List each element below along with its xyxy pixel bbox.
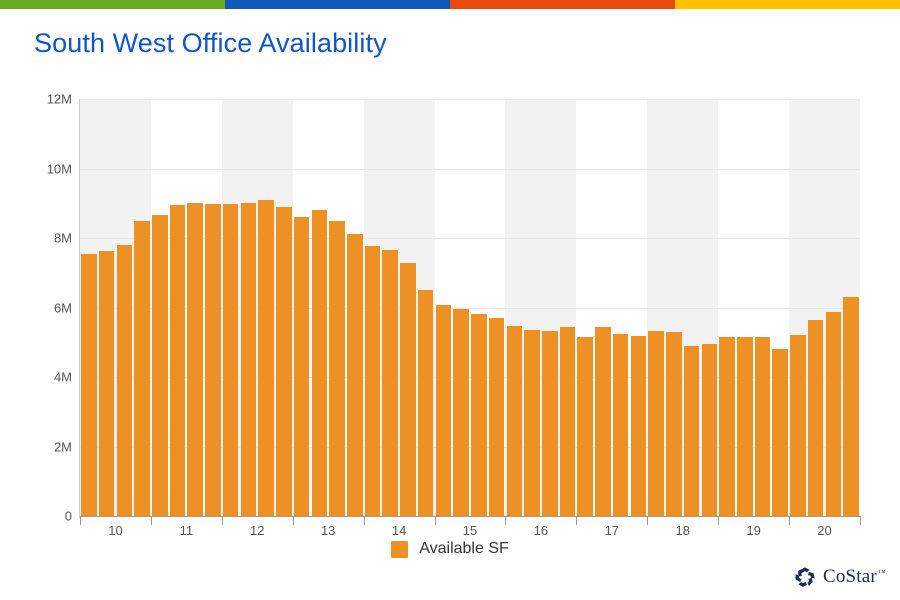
bar[interactable] — [577, 337, 594, 516]
x-axis-tick-label: 10 — [108, 523, 123, 538]
ribbon-segment-green — [0, 0, 225, 9]
x-axis-tick — [860, 517, 861, 525]
bar[interactable] — [205, 203, 221, 516]
bar[interactable] — [648, 331, 664, 516]
bar[interactable] — [790, 335, 806, 516]
x-axis-tick — [505, 517, 507, 525]
y-axis-tick-label: 10M — [46, 161, 72, 176]
bar[interactable] — [98, 251, 115, 516]
x-axis-tick — [718, 517, 720, 525]
bar[interactable] — [719, 336, 735, 516]
x-axis-tick-label: 20 — [817, 523, 832, 538]
legend-swatch-available-sf — [391, 540, 409, 558]
bar[interactable] — [417, 290, 434, 516]
ribbon-segment-blue — [225, 0, 450, 9]
bar[interactable] — [701, 343, 718, 516]
x-axis-tick — [647, 517, 649, 525]
bar[interactable] — [258, 199, 274, 516]
bar[interactable] — [400, 263, 416, 516]
top-color-ribbon — [0, 0, 900, 9]
bar[interactable] — [435, 305, 452, 516]
x-axis-tick — [363, 517, 365, 525]
gridline — [80, 99, 860, 100]
bar[interactable] — [807, 320, 824, 516]
bar[interactable] — [169, 205, 186, 516]
x-axis-tick-label: 12 — [250, 523, 265, 538]
bar[interactable] — [276, 206, 292, 516]
y-axis-tick-label: 2M — [53, 439, 72, 454]
bar[interactable] — [222, 203, 239, 516]
y-axis-line — [79, 99, 80, 518]
bar[interactable] — [134, 220, 150, 516]
gridline — [80, 307, 860, 309]
x-axis-tick-label: 13 — [320, 523, 336, 538]
plot-area — [80, 99, 860, 517]
bar[interactable] — [364, 245, 381, 516]
legend-label-available-sf: Available SF — [419, 540, 509, 557]
x-axis-tick — [80, 517, 81, 525]
bar[interactable] — [506, 325, 523, 516]
x-axis-tick — [576, 517, 578, 525]
x-axis-tick — [789, 517, 791, 525]
costar-word-text: CoStar — [822, 566, 877, 587]
x-axis-tick-label: 19 — [746, 523, 761, 538]
costar-trademark: ™ — [877, 567, 886, 577]
x-axis-line — [80, 516, 861, 517]
bar[interactable] — [754, 336, 771, 516]
bar[interactable] — [630, 336, 647, 516]
x-axis-tick-label: 15 — [462, 523, 478, 538]
bar[interactable] — [595, 326, 611, 516]
x-axis-tick — [150, 517, 152, 525]
bar[interactable] — [382, 250, 399, 516]
y-axis-tick-label: 8M — [53, 230, 72, 246]
x-axis-tick-label: 11 — [179, 523, 194, 538]
bar[interactable] — [683, 345, 700, 516]
costar-pinwheel-icon — [795, 567, 815, 587]
bar[interactable] — [843, 297, 859, 516]
bar[interactable] — [666, 331, 682, 516]
bar[interactable] — [187, 203, 204, 516]
x-axis-tick — [292, 517, 294, 525]
x-axis-tick-label: 14 — [391, 523, 407, 538]
gridline — [80, 377, 860, 378]
x-axis-tick — [434, 517, 436, 525]
bar[interactable] — [559, 327, 576, 516]
bar[interactable] — [825, 312, 842, 516]
bar[interactable] — [311, 209, 328, 516]
ribbon-segment-yellow — [675, 0, 900, 9]
bar[interactable] — [81, 253, 97, 516]
x-axis-tick — [221, 517, 223, 525]
bar[interactable] — [453, 308, 469, 516]
bar[interactable] — [471, 313, 487, 516]
x-axis-tick-label: 16 — [533, 523, 549, 538]
bar[interactable] — [736, 336, 753, 516]
gridline — [80, 446, 860, 448]
costar-wordmark: CoStar™ — [823, 566, 886, 588]
x-axis-tick-label: 17 — [604, 523, 620, 538]
bar[interactable] — [524, 330, 540, 516]
ribbon-segment-red — [450, 0, 675, 9]
costar-logo: CoStar™ — [794, 566, 886, 588]
bar[interactable] — [240, 202, 257, 516]
bar[interactable] — [772, 348, 789, 516]
gridline — [80, 238, 860, 239]
bar[interactable] — [346, 233, 363, 516]
page-title: South West Office Availability — [34, 28, 387, 58]
bar[interactable] — [116, 244, 133, 516]
x-axis-tick-label: 18 — [675, 523, 690, 538]
y-axis-tick-label: 4M — [53, 369, 72, 385]
y-axis-tick-label: 0 — [64, 508, 72, 524]
bar[interactable] — [151, 215, 168, 516]
y-axis-tick-label: 12M — [46, 91, 72, 107]
gridline — [80, 168, 860, 170]
y-axis-labels: 0 2M 4M 6M 8M 10M 12M — [8, 0, 72, 600]
bar[interactable] — [541, 331, 558, 516]
bar[interactable] — [612, 333, 629, 516]
bar[interactable] — [293, 217, 310, 516]
chart-legend: Available SF — [0, 540, 900, 558]
bar[interactable] — [488, 317, 505, 516]
bar[interactable] — [329, 221, 345, 516]
y-axis-tick-label: 6M — [53, 300, 72, 315]
